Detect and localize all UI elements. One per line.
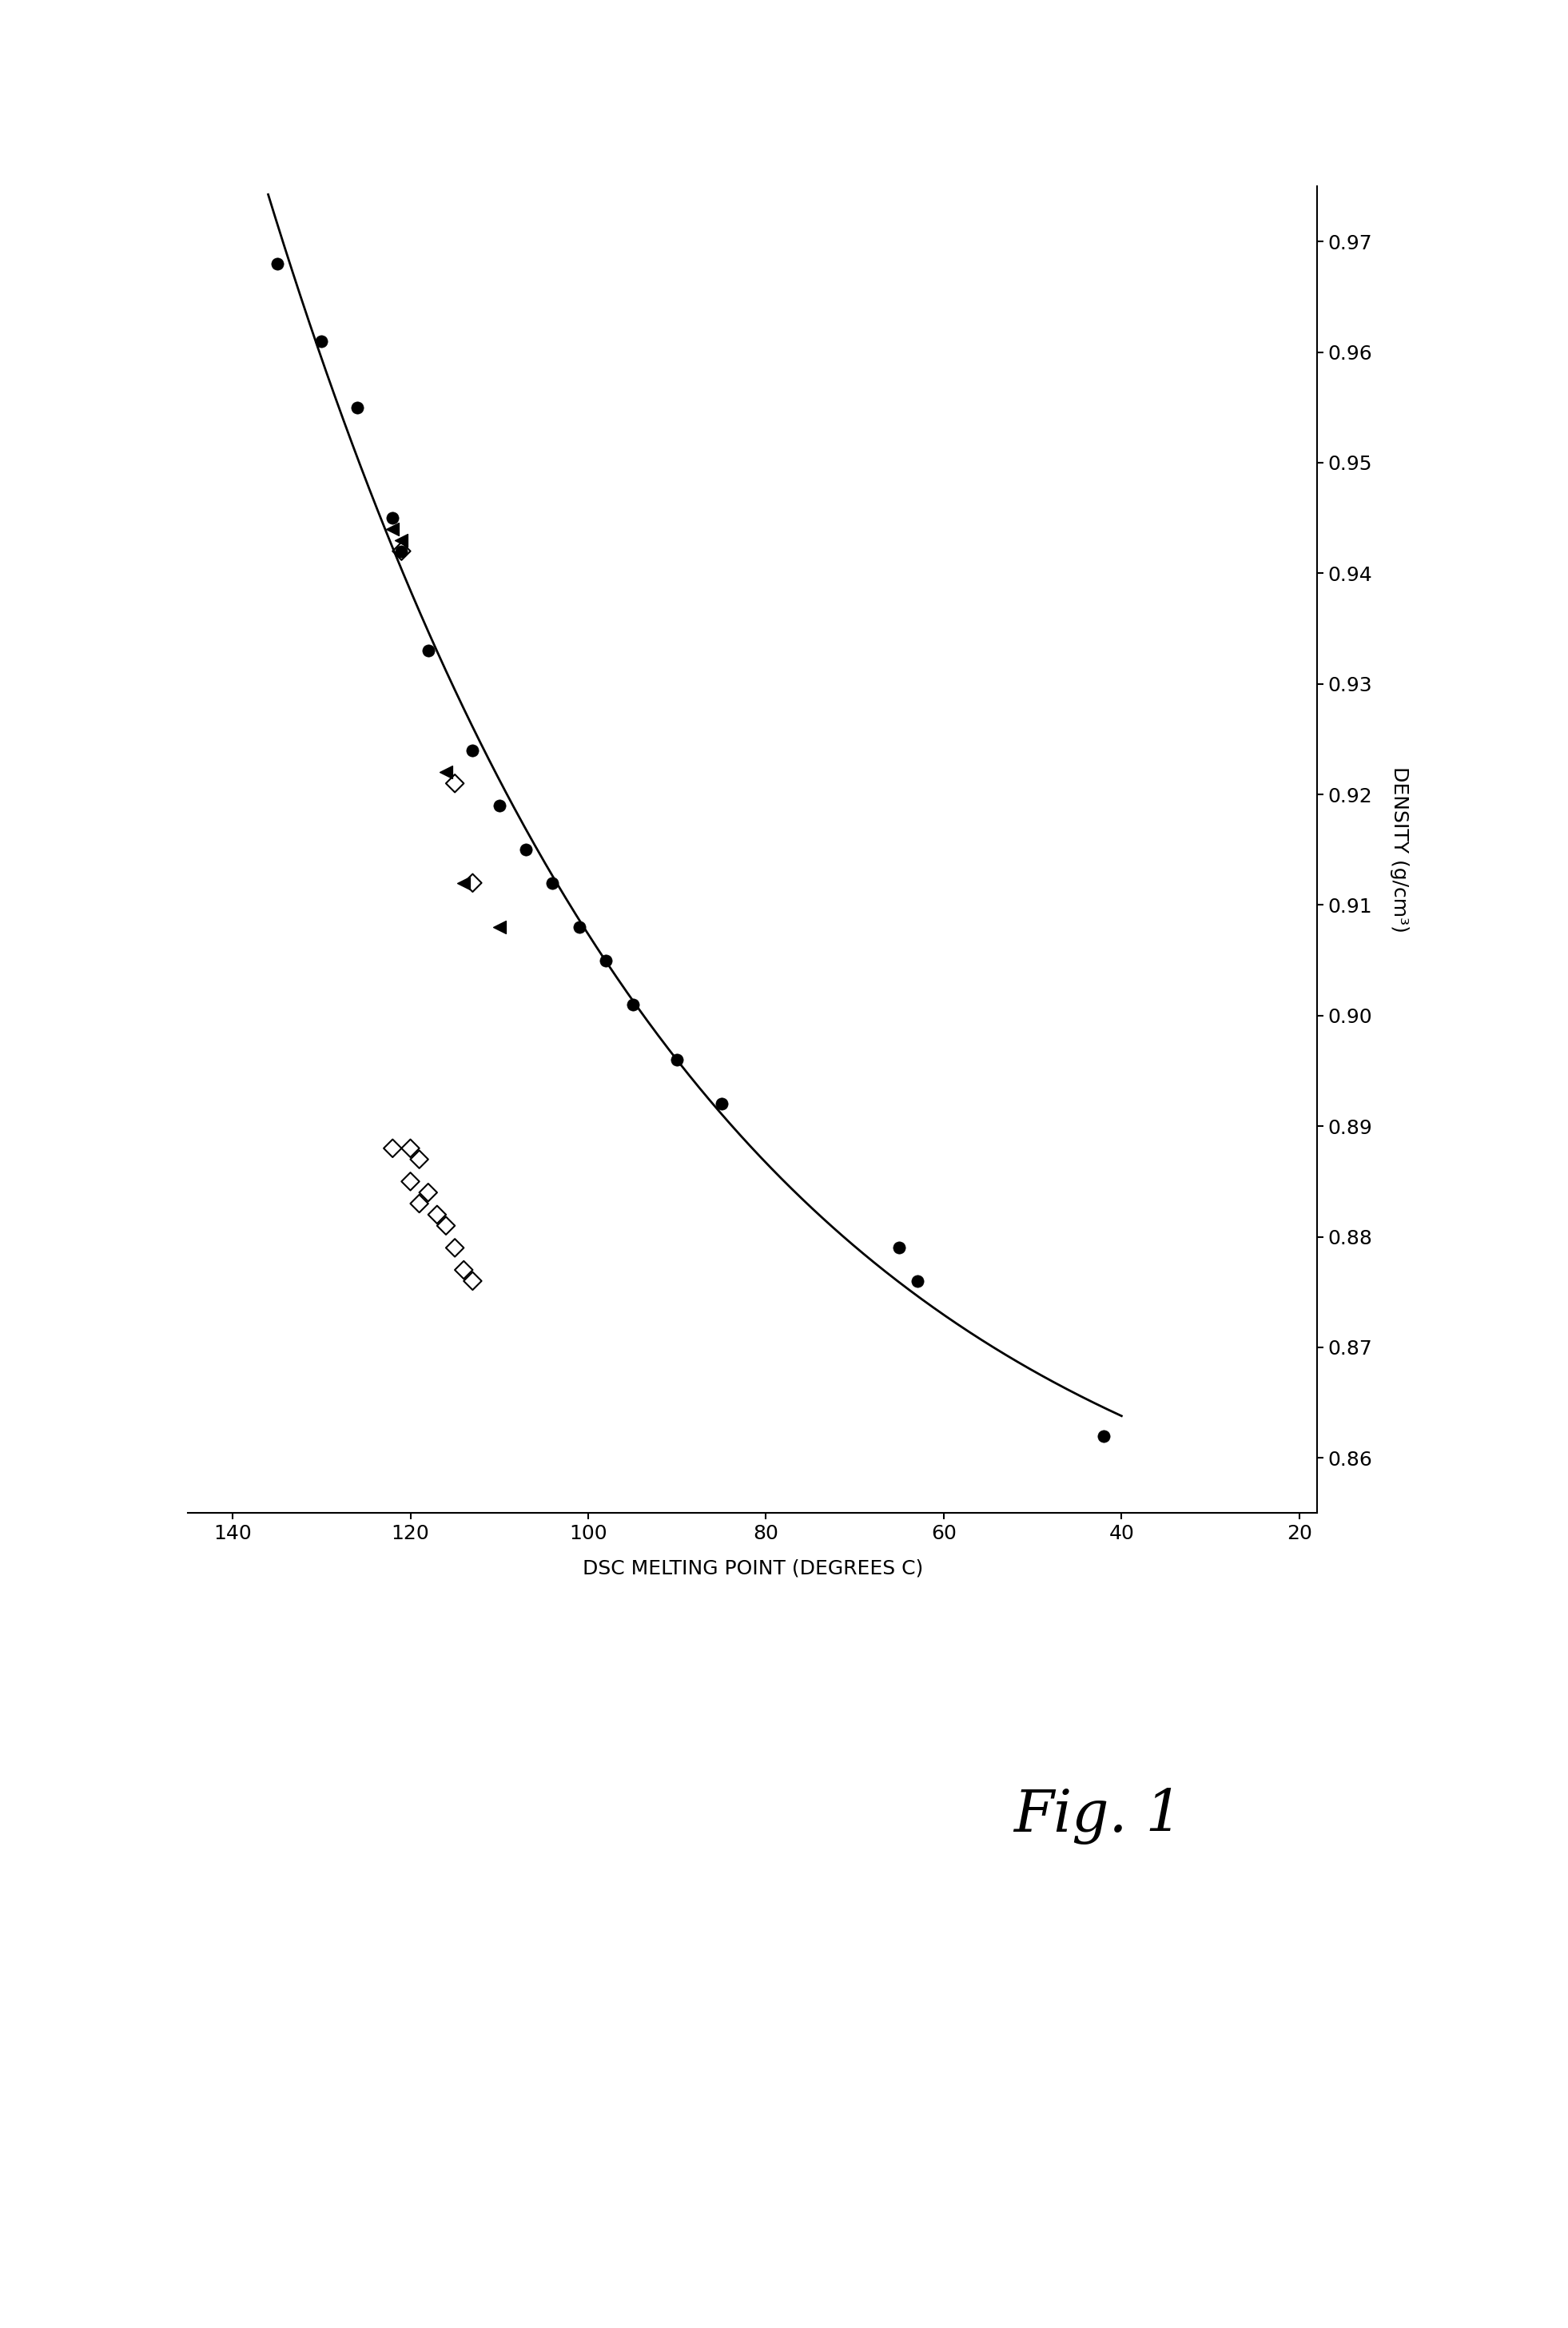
Point [416, 1173, 441, 1211]
Text: Fig. 1: Fig. 1 [1013, 1788, 1182, 1844]
Point [398, 1162, 423, 1199]
Point [309, 324, 334, 361]
Point [619, 985, 644, 1022]
Point [379, 1129, 405, 1166]
Point [665, 1041, 690, 1078]
Point [406, 1141, 431, 1178]
Point [265, 244, 290, 282]
Point [887, 1229, 913, 1266]
Point [459, 864, 485, 901]
Point [379, 510, 405, 547]
Point [389, 521, 414, 559]
Y-axis label: DENSITY (g/cm³): DENSITY (g/cm³) [1391, 766, 1410, 934]
Point [1091, 1418, 1116, 1455]
Point [905, 1262, 930, 1299]
Point [379, 498, 405, 535]
Point [459, 731, 485, 768]
Point [389, 533, 414, 570]
Point [459, 1262, 485, 1299]
Point [345, 389, 370, 426]
Point [486, 908, 511, 945]
Point [486, 787, 511, 824]
Point [566, 908, 591, 945]
Point [452, 1250, 477, 1287]
Point [425, 1197, 450, 1234]
Point [539, 864, 564, 901]
Point [593, 941, 618, 978]
Point [406, 1185, 431, 1222]
Point [433, 754, 458, 792]
Point [433, 1206, 458, 1243]
Point [389, 533, 414, 570]
Point [416, 631, 441, 668]
Point [452, 864, 477, 901]
Point [442, 1229, 467, 1266]
Point [398, 1129, 423, 1166]
Point [442, 764, 467, 801]
Point [513, 831, 538, 868]
Point [709, 1085, 734, 1122]
X-axis label: DSC MELTING POINT (DEGREES C): DSC MELTING POINT (DEGREES C) [582, 1557, 924, 1578]
